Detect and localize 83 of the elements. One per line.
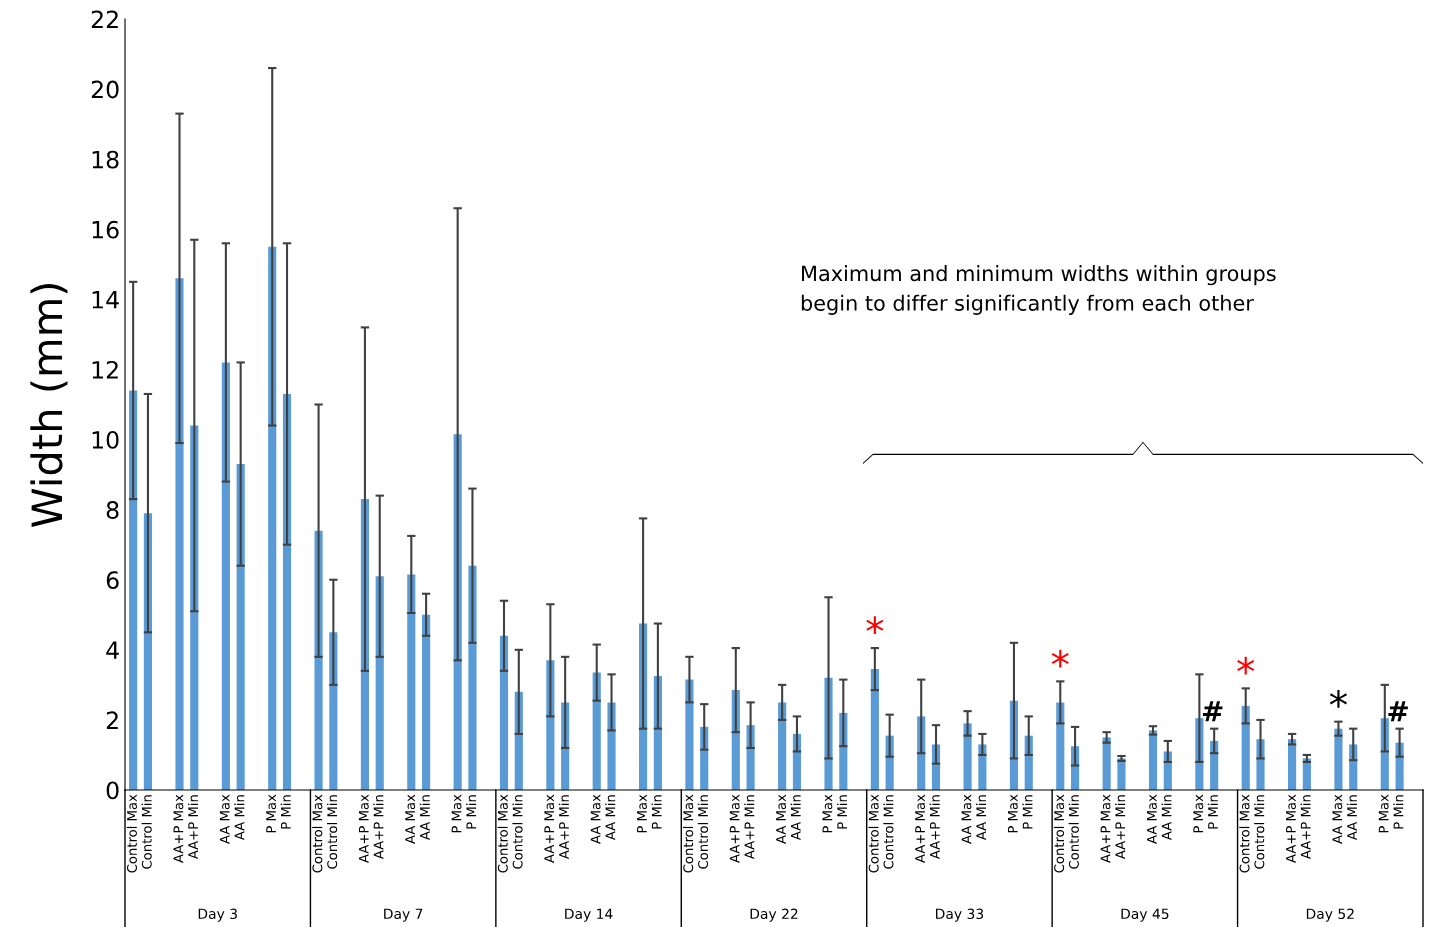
- y-tick-label: 14: [92, 291, 119, 309]
- text: Day 33: [936, 908, 984, 922]
- x-tick-label: AA Min: [1161, 795, 1172, 841]
- x-tick-label: P Min: [466, 795, 477, 829]
- text: Day 45: [1121, 908, 1169, 922]
- x-tick-label: AA+P Max: [1286, 794, 1296, 863]
- y-tick-label: 8: [106, 501, 119, 519]
- x-tick-label: AA Max: [961, 794, 972, 844]
- x-tick-label: P Min: [836, 795, 847, 829]
- x-tick-label: P Max: [266, 794, 277, 833]
- x-tick-label: Control Min: [1254, 795, 1265, 869]
- x-tick-label: AA Max: [405, 794, 416, 844]
- x-tick-label: AA Max: [776, 794, 786, 844]
- x-tick-label: P Max: [637, 794, 647, 833]
- x-tick-label: AA Max: [590, 794, 601, 844]
- x-tick-label: Control Max: [312, 794, 323, 873]
- x-tick-label: AA+P Min: [1115, 795, 1126, 860]
- text: Day 14: [565, 908, 613, 922]
- x-tick-label: P Max: [822, 794, 833, 833]
- x-tick-label: Control Min: [1068, 795, 1079, 869]
- x-tick-label: Control Max: [683, 794, 694, 873]
- x-tick-label: P Max: [1007, 794, 1018, 833]
- x-tick-label: P Max: [1378, 794, 1389, 833]
- x-tick-label: Control Min: [883, 795, 894, 869]
- text: Day 52: [1306, 908, 1354, 922]
- x-tick-label: Control Min: [697, 795, 709, 869]
- x-tick-label: Control Min: [141, 795, 152, 869]
- x-tick-label: AA Max: [1147, 794, 1157, 844]
- x-tick-label: Control Max: [1053, 794, 1065, 873]
- y-axis-title: Width (mm): [30, 284, 68, 528]
- annotation: #: [1202, 701, 1223, 722]
- annotation: *: [1051, 649, 1069, 668]
- x-tick-label: AA+P Max: [915, 794, 926, 863]
- text: Day 7: [384, 908, 423, 922]
- annotation: *: [866, 616, 884, 635]
- y-tick-label: 12: [92, 360, 118, 379]
- y-tick-label: 4: [106, 641, 119, 659]
- y-tick-label: 10: [92, 430, 119, 449]
- annotation: *: [1329, 689, 1347, 708]
- x-tick-label: P Max: [1193, 794, 1204, 833]
- x-tick-label: AA+P Min: [744, 795, 755, 860]
- x-tick-label: AA Min: [790, 795, 801, 841]
- text: Day 3: [198, 908, 237, 922]
- x-tick-label: AA Min: [1346, 795, 1357, 841]
- x-tick-label: AA Min: [419, 795, 430, 841]
- x-tick-label: AA+P Min: [373, 795, 384, 860]
- x-tick-label: AA Max: [219, 794, 230, 844]
- x-tick-label: P Max: [451, 794, 462, 833]
- x-tick-label: AA+P Max: [173, 794, 184, 863]
- x-tick-label: AA+P Min: [558, 795, 569, 860]
- x-tick-label: AA+P Max: [729, 794, 740, 863]
- x-tick-label: P Min: [651, 795, 662, 829]
- annotation: *: [1237, 656, 1255, 675]
- y-tick-label: 2: [106, 711, 118, 729]
- x-tick-label: AA+P Min: [187, 795, 198, 860]
- y-tick-label: 0: [106, 781, 119, 800]
- x-tick-label: AA Max: [1332, 794, 1343, 844]
- x-tick-label: AA Min: [605, 795, 616, 841]
- y-tick-label: 22: [91, 10, 118, 28]
- annotation: Maximum and minimum widths within groups begin to differ significantly from each other: [801, 265, 1276, 315]
- y-tick-label: 20: [91, 80, 119, 99]
- annotation: #: [1388, 701, 1408, 722]
- x-tick-label: AA+P Max: [358, 794, 369, 863]
- x-tick-label: P Min: [1207, 795, 1218, 829]
- y-tick-label: 16: [92, 220, 119, 239]
- x-tick-label: Control Max: [868, 794, 879, 873]
- x-tick-label: AA+P Min: [1300, 795, 1311, 860]
- x-tick-label: AA+P Min: [929, 795, 940, 860]
- text: Day 22: [750, 908, 798, 922]
- y-tick-label: 18: [92, 150, 119, 169]
- x-tick-label: Control Min: [512, 795, 523, 869]
- x-tick-label: P Min: [1022, 795, 1033, 829]
- x-tick-label: AA Min: [234, 795, 245, 841]
- x-tick-label: Control Max: [126, 794, 137, 873]
- x-tick-label: Control Max: [497, 794, 508, 873]
- x-tick-label: Control Max: [1239, 794, 1250, 873]
- x-tick-label: Control Min: [326, 795, 338, 869]
- x-tick-label: P Min: [280, 795, 291, 829]
- y-tick-label: 6: [106, 571, 119, 590]
- x-tick-label: AA+P Max: [544, 794, 555, 863]
- x-tick-label: AA Min: [976, 795, 987, 841]
- x-tick-label: AA+P Max: [1100, 794, 1111, 863]
- x-tick-label: P Min: [1393, 795, 1404, 829]
